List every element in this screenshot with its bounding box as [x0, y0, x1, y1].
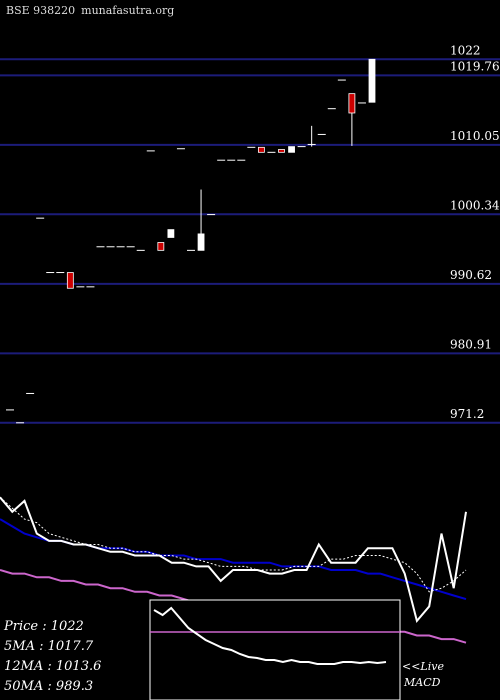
candle-body — [66, 272, 74, 289]
candle-body — [257, 146, 265, 153]
legend-ma5: 5MA : 1017.7 — [4, 639, 94, 654]
macd-panel: <<Live MACD — [149, 599, 444, 700]
chart-header: BSE 938220 munafasutra.org — [6, 4, 174, 17]
legend-ma50: 50MA : 989.3 — [4, 679, 93, 694]
ma5-line — [0, 496, 467, 593]
legend: Price : 1022 5MA : 1017.7 12MA : 1013.6 … — [3, 619, 101, 694]
macd-box — [149, 599, 401, 700]
macd-live-label: <<Live — [402, 660, 444, 673]
ma12-line — [0, 518, 467, 601]
legend-ma12: 12MA : 1013.6 — [4, 659, 101, 674]
price-line — [0, 496, 467, 624]
candle-body — [348, 93, 356, 114]
price-level-label: 971.2 — [450, 407, 484, 421]
price-level-label: 1022 — [450, 43, 481, 57]
site-label: munafasutra.org — [81, 4, 175, 17]
macd-label: MACD — [403, 676, 441, 689]
price-level-label: 1000.34 — [450, 198, 500, 212]
macd-line — [153, 606, 387, 665]
candle-body — [278, 149, 285, 153]
candle-body — [167, 229, 175, 238]
candle-body — [368, 58, 376, 103]
symbol-label: BSE 938220 — [6, 4, 76, 17]
candles — [6, 58, 376, 424]
candle-body — [157, 242, 165, 251]
legend-price: Price : 1022 — [3, 619, 84, 634]
candle-body — [197, 233, 205, 251]
price-level-label: 990.62 — [450, 268, 492, 282]
price-level-label: 980.91 — [450, 337, 492, 351]
price-grid: 1022 1019.76 1010.05 1000.34 990.62 980.91 971… — [0, 43, 500, 424]
price-level-label: 1010.05 — [450, 129, 500, 143]
price-level-label: 1019.76 — [450, 59, 500, 73]
candle-body — [288, 146, 295, 153]
